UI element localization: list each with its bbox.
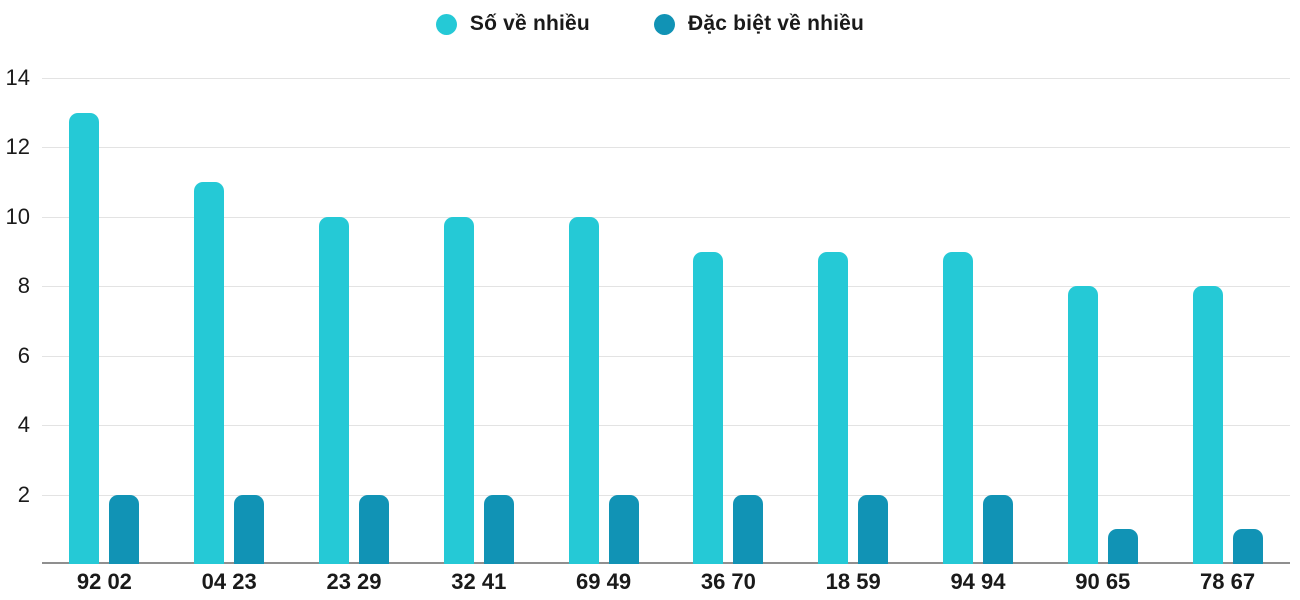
bar-secondary: [1107, 529, 1138, 564]
bar-secondary: [483, 494, 514, 564]
bar-secondary: [234, 494, 265, 564]
bar-pair: [443, 78, 514, 564]
x-axis-label: 90 65: [1075, 569, 1131, 594]
x-axis-labels: 92 02 04 23 23 29 32 41 69 49 36 70 18 59 94 94…: [42, 569, 1290, 597]
legend-label: Số về nhiều: [469, 12, 590, 35]
bar-pair: [942, 78, 1013, 564]
bar-primary: [942, 251, 973, 564]
x-axis-line: [42, 562, 1290, 564]
x-axis-label: 04 23: [201, 569, 257, 594]
x-axis-label: 92 02: [76, 569, 132, 594]
bar-group: [167, 78, 292, 564]
gridline: [42, 78, 1290, 79]
y-axis-tick-label: 6: [17, 342, 30, 368]
bar-primary: [443, 216, 474, 564]
gridline: [42, 286, 1290, 288]
bar-group: [292, 78, 417, 564]
bar-pair: [818, 78, 889, 564]
bar-primary: [1067, 286, 1098, 564]
bar-pair: [318, 78, 389, 564]
x-axis-label: 69 49: [576, 569, 632, 594]
bar-secondary: [982, 494, 1013, 564]
bar-secondary: [109, 494, 140, 564]
bar-secondary: [608, 494, 639, 564]
x-axis-label: 78 67: [1200, 569, 1256, 594]
gridline: [42, 147, 1290, 149]
y-axis-tick-label: 12: [5, 134, 30, 160]
bar-primary: [194, 182, 225, 564]
bar-primary: [69, 112, 100, 564]
bar-primary: [568, 216, 599, 564]
bar-pair: [194, 78, 265, 564]
legend-item-dac-biet-ve-nhieu[interactable]: Đặc biệt về nhiều: [653, 12, 865, 36]
bar-pair: [1067, 78, 1138, 564]
bar-group: [666, 78, 791, 564]
bar-primary: [818, 251, 849, 564]
x-axis-label: 23 29: [326, 569, 382, 594]
gridline: [42, 494, 1290, 496]
bar-group: [791, 78, 916, 564]
bar-pair: [1192, 78, 1263, 564]
x-axis-label: 18 59: [825, 569, 881, 594]
gridline: [42, 425, 1290, 427]
legend-swatch-cyan-icon: [435, 13, 457, 35]
bar-group: [541, 78, 666, 564]
bar-secondary: [858, 494, 889, 564]
bar-secondary: [1232, 529, 1263, 564]
bar-pair: [568, 78, 639, 564]
x-axis-label: 36 70: [700, 569, 756, 594]
plot-area: [42, 78, 1290, 564]
legend-item-so-ve-nhieu[interactable]: Số về nhiều: [435, 12, 590, 36]
y-axis-tick-label: 14: [5, 65, 30, 90]
y-axis-tick-label: 2: [17, 481, 30, 507]
bar-primary: [1192, 286, 1223, 564]
legend-label: Đặc biệt về nhiều: [687, 12, 865, 35]
bar-primary: [693, 251, 724, 564]
bar-group: [916, 78, 1041, 564]
bar-primary: [318, 216, 349, 564]
bar-group: [42, 78, 167, 564]
gridline: [42, 355, 1290, 357]
bar-pair: [69, 78, 140, 564]
bar-group: [1165, 78, 1290, 564]
bar-pair: [693, 78, 764, 564]
bar-secondary: [358, 494, 389, 564]
x-axis-label: 32 41: [451, 569, 507, 594]
chart-legend: Số về nhiều Đặc biệt về nhiều: [0, 12, 1300, 36]
y-axis-tick-label: 4: [17, 412, 30, 438]
y-axis-tick-label: 8: [17, 273, 30, 299]
x-axis-label: 94 94: [950, 569, 1006, 594]
y-axis: 2 4 6 8 10 12 14: [0, 65, 36, 564]
bar-secondary: [733, 494, 764, 564]
gridline: [42, 216, 1290, 218]
bar-group: [416, 78, 541, 564]
y-axis-tick-label: 10: [5, 203, 30, 229]
legend-swatch-teal-icon: [653, 13, 675, 35]
bar-group: [1040, 78, 1165, 564]
bar-groups: [42, 78, 1290, 564]
